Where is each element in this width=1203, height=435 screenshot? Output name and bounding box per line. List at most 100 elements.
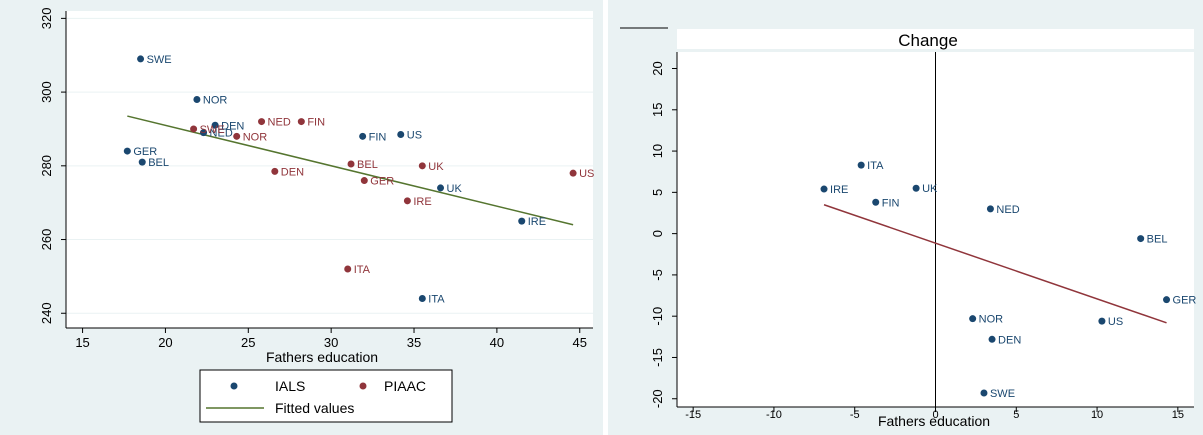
left-point-label-piaac-nor: NOR	[243, 131, 267, 143]
left-point-label-piaac-ger: GER	[370, 176, 394, 188]
right-point-label-us: US	[1108, 316, 1123, 328]
legend-piaac-label: PIAAC	[384, 378, 426, 394]
right-x-tick-label: 0	[932, 409, 938, 421]
right-y-tick-label: 0	[650, 230, 665, 237]
right-x-tick-label: -5	[850, 409, 860, 421]
right-point-label-nor: NOR	[979, 314, 1004, 326]
left-point-label-piaac-ned: NED	[268, 117, 291, 129]
left-y-tick-label: 280	[39, 155, 54, 177]
right-point-swe	[980, 389, 988, 397]
chart-right: Change -20 -15 -10 -5 0 5 10 15 20 -15 -10 -5 0 5 10 15…	[608, 0, 1203, 435]
right-x-axis-label: Fathers education	[878, 413, 990, 429]
left-point-piaac-us	[569, 169, 577, 177]
right-point-label-uk: UK	[922, 183, 938, 195]
left-legend: IALS PIAAC Fitted values	[199, 369, 453, 423]
left-point-ials-ger	[123, 147, 131, 155]
right-y-tick-label: 5	[650, 189, 665, 196]
right-point-ned	[986, 205, 994, 213]
left-x-tick-label: 15	[75, 335, 89, 350]
left-point-ials-nor	[193, 95, 201, 103]
left-x-tick-label: 30	[324, 335, 338, 350]
left-point-ials-ned	[200, 129, 208, 137]
left-point-ials-uk	[437, 184, 445, 192]
left-point-label-piaac-ita: ITA	[354, 264, 371, 276]
right-x-tick-label: 5	[1013, 409, 1019, 421]
left-point-piaac-ger	[360, 177, 368, 185]
right-ticks: -20 -15 -10 -5 0 5 10 15 20 -15 -10 -5 0 5 10 15	[650, 61, 1184, 421]
left-point-label-piaac-uk: UK	[428, 161, 444, 173]
left-point-label-piaac-ire: IRE	[413, 196, 431, 208]
right-point-label-ire: IRE	[830, 184, 848, 196]
left-point-label-piaac-den: DEN	[281, 166, 304, 178]
legend-piaac-marker	[359, 382, 367, 390]
left-point-label-piaac-fin: FIN	[307, 117, 325, 129]
right-point-label-swe: SWE	[990, 388, 1015, 400]
right-y-tick-label: 15	[650, 103, 665, 117]
right-point-label-ita: ITA	[867, 160, 884, 172]
left-x-tick-label: 20	[158, 335, 172, 350]
left-point-label-ials-ger: GER	[133, 146, 157, 158]
right-point-us	[1098, 317, 1106, 325]
left-x-tick-label: 25	[241, 335, 255, 350]
left-point-ials-den	[211, 121, 219, 129]
right-point-bel	[1137, 235, 1145, 243]
right-point-ita	[857, 161, 865, 169]
left-point-label-ials-ned: NED	[210, 128, 233, 140]
left-x-axis-label: Fathers education	[266, 349, 378, 365]
left-point-piaac-fin	[297, 118, 305, 126]
right-point-label-ned: NED	[996, 204, 1019, 216]
right-point-label-bel: BEL	[1147, 234, 1168, 246]
left-point-piaac-swe	[190, 125, 198, 133]
right-point-fin	[872, 198, 880, 206]
legend-fit-label: Fitted values	[275, 400, 354, 416]
legend-ials-marker	[230, 382, 238, 390]
left-point-piaac-ita	[344, 265, 352, 273]
right-point-uk	[912, 184, 920, 192]
left-point-piaac-ire	[403, 197, 411, 205]
left-x-tick-label: 40	[490, 335, 504, 350]
left-point-label-ials-uk: UK	[447, 183, 463, 195]
left-point-label-ials-swe: SWE	[147, 54, 172, 66]
right-point-ger	[1163, 296, 1171, 304]
left-point-piaac-den	[271, 167, 279, 175]
left-ticks: 240 260 280 300 320 15 20 25 30 35 40 45	[39, 8, 587, 350]
right-y-tick-label: -10	[650, 307, 665, 326]
left-point-label-ials-ire: IRE	[528, 216, 546, 228]
left-point-piaac-nor	[233, 132, 241, 140]
left-point-label-ials-ita: ITA	[428, 294, 445, 306]
right-point-nor	[969, 315, 977, 323]
left-y-tick-label: 260	[39, 229, 54, 251]
left-point-label-ials-bel: BEL	[148, 157, 169, 169]
left-plot-area	[66, 11, 593, 328]
right-points: ITA IRE UK FIN NED BEL GER NOR US DEN SWE	[820, 160, 1196, 400]
left-point-ials-swe	[137, 55, 145, 63]
left-y-tick-label: 300	[39, 81, 54, 103]
right-point-label-den: DEN	[998, 334, 1021, 346]
left-point-ials-bel	[138, 158, 146, 166]
right-y-tick-label: -5	[650, 269, 665, 281]
left-point-piaac-uk	[418, 162, 426, 170]
left-point-ials-fin	[359, 132, 367, 140]
left-x-tick-label: 45	[573, 335, 587, 350]
left-point-label-ials-fin: FIN	[369, 131, 387, 143]
left-point-ials-ita	[418, 295, 426, 303]
right-fit-line	[823, 204, 1167, 324]
left-y-tick-label: 240	[39, 302, 54, 324]
left-point-piaac-bel	[347, 160, 355, 168]
right-point-ire	[820, 185, 828, 193]
left-point-label-ials-us: US	[407, 129, 422, 141]
right-x-tick-label: -15	[685, 409, 701, 421]
left-point-label-ials-nor: NOR	[203, 94, 228, 106]
right-y-tick-label: 20	[650, 61, 665, 75]
left-point-label-piaac-us: US	[579, 168, 594, 180]
right-x-tick-label: 15	[1172, 409, 1184, 421]
right-x-tick-label: 10	[1091, 409, 1103, 421]
right-y-tick-label: -15	[650, 348, 665, 367]
left-point-ials-us	[397, 130, 405, 138]
right-point-den	[988, 335, 996, 343]
left-point-piaac-ned	[258, 118, 266, 126]
left-x-tick-label: 35	[407, 335, 421, 350]
right-y-tick-label: -20	[650, 389, 665, 408]
right-point-label-fin: FIN	[882, 197, 900, 209]
left-point-label-ials-den: DEN	[221, 120, 244, 132]
